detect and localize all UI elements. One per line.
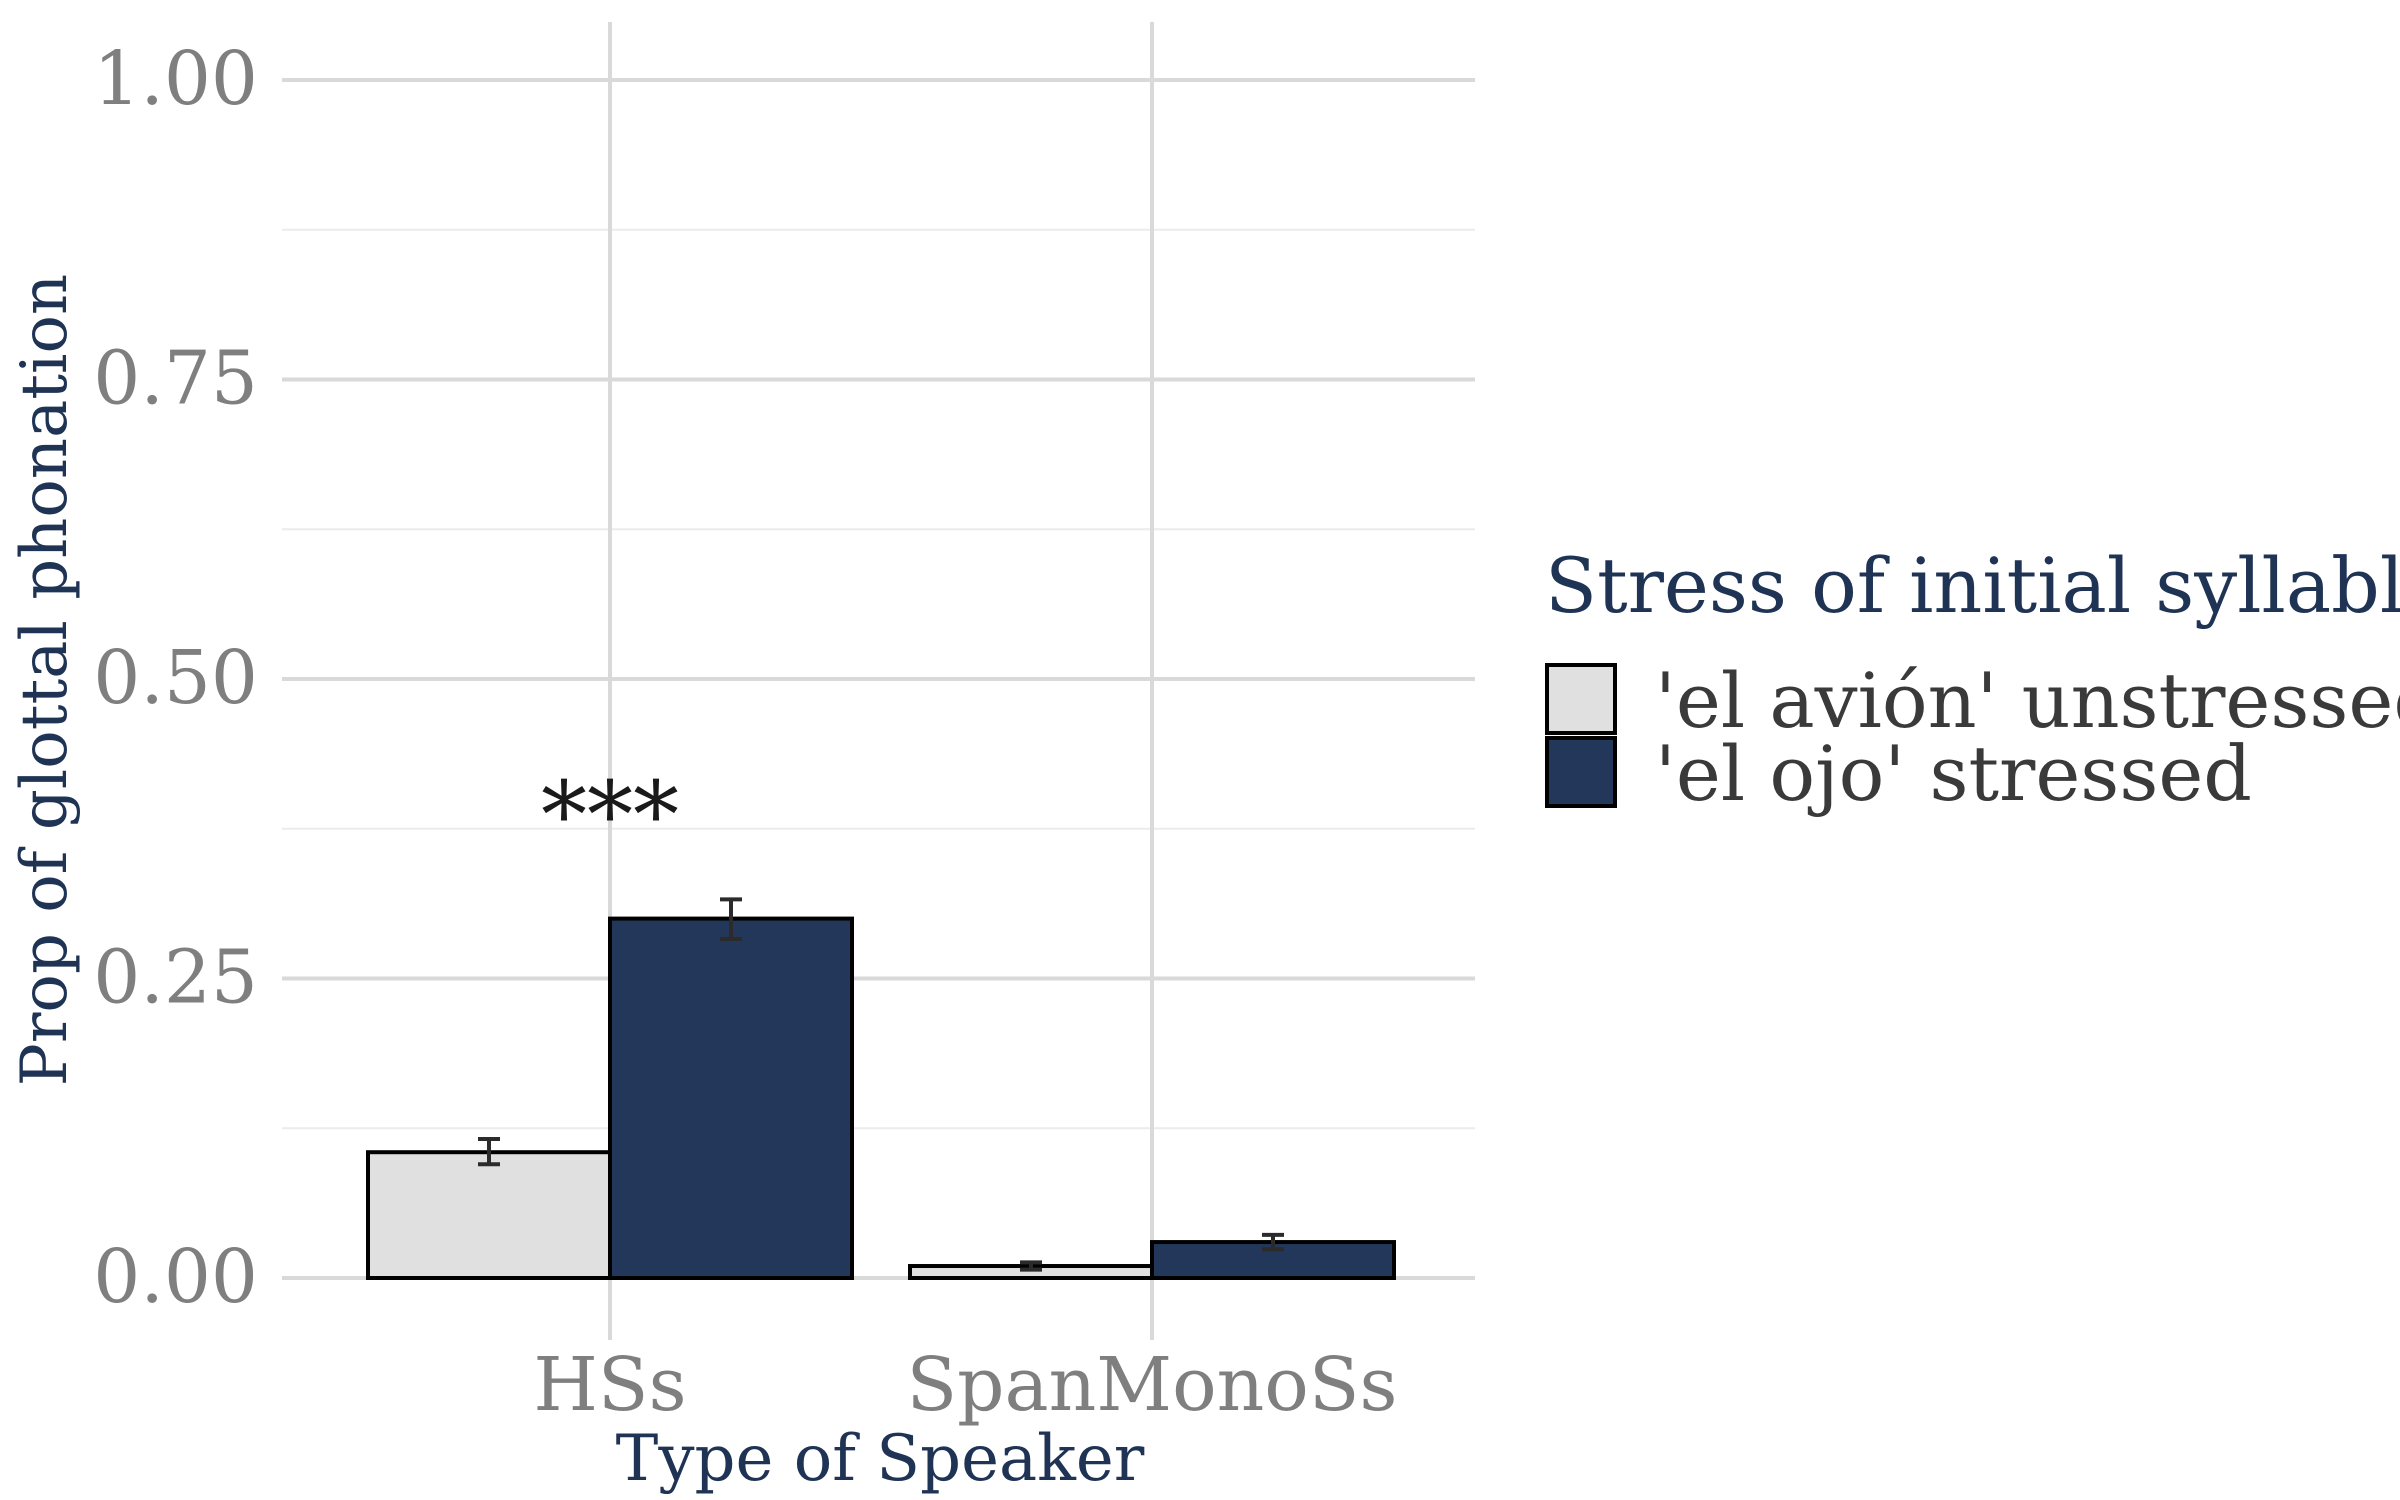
bars	[366, 916, 1396, 1281]
x-axis-ticks: HSs SpanMonoSs	[533, 1342, 1397, 1428]
y-tick-label: 0.25	[93, 935, 258, 1021]
x-tick-label: HSs	[533, 1342, 686, 1428]
y-axis-ticks: 0.00 0.25 0.50 0.75 1.00	[93, 36, 258, 1320]
y-axis-title: Prop of glottal phonation	[8, 274, 82, 1086]
bar	[366, 1150, 612, 1280]
legend-label-stressed: 'el ojo' stressed	[1655, 729, 2252, 818]
bar	[608, 916, 854, 1280]
y-tick-label: 1.00	[93, 36, 258, 122]
gridlines	[282, 22, 1475, 1340]
x-axis-title: Type of Speaker	[616, 1422, 1145, 1496]
legend-title: Stress of initial syllable	[1545, 541, 2400, 630]
legend-label-unstressed: 'el avión' unstressed	[1655, 656, 2400, 745]
error-bars	[478, 897, 1284, 1272]
annotations: ***	[541, 762, 679, 869]
y-tick-label: 0.00	[93, 1234, 258, 1320]
y-tick-label: 0.50	[93, 635, 258, 721]
legend-key-stressed	[1545, 736, 1617, 808]
significance-label: ***	[541, 762, 679, 869]
legend-key-unstressed	[1545, 663, 1617, 735]
x-tick-label: SpanMonoSs	[906, 1342, 1397, 1428]
y-tick-label: 0.75	[93, 336, 258, 422]
legend: Stress of initial syllable 'el avión' un…	[1545, 541, 2400, 818]
